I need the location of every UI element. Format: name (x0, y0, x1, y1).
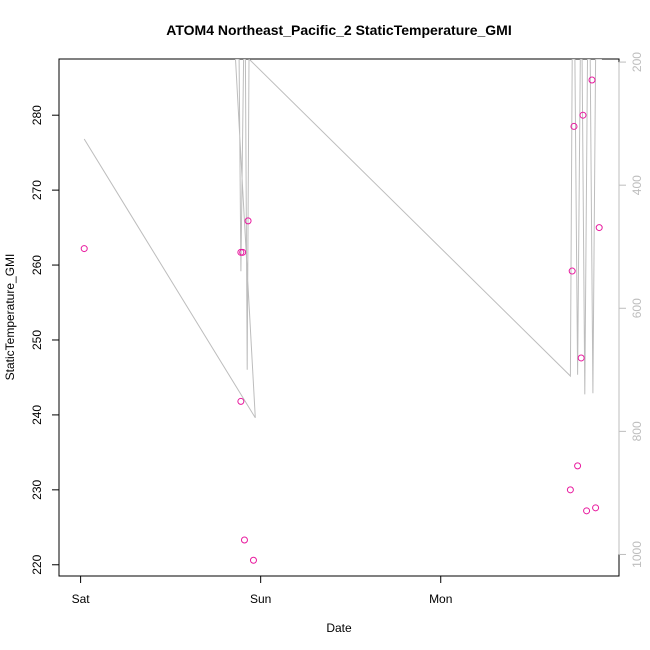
y-tick-label: 280 (30, 105, 44, 125)
data-point (568, 267, 576, 275)
data-point (595, 224, 603, 232)
x-tick-label: Mon (429, 592, 452, 606)
right-y-tick-label: 200 (630, 52, 644, 72)
x-axis-label: Date (326, 621, 352, 635)
plot-area (58, 58, 620, 577)
data-point (592, 504, 600, 512)
data-point (583, 507, 591, 515)
y-tick-label: 250 (30, 330, 44, 350)
right-y-tick-label: 400 (630, 175, 644, 195)
right-y-tick-label: 1000 (630, 541, 644, 568)
pressure-line-layer (83, 59, 602, 419)
pressure-line (83, 59, 602, 419)
right-y-tick-label: 800 (630, 421, 644, 441)
y-tick-label: 270 (30, 180, 44, 200)
x-tick-label: Sat (72, 592, 91, 606)
data-point (577, 354, 585, 362)
data-point (239, 248, 247, 256)
x-tick-label: Sun (250, 592, 271, 606)
y-tick-label: 220 (30, 554, 44, 574)
x-axis: Sat Sun Mon (72, 575, 452, 606)
data-point (237, 397, 245, 405)
right-y-axis: 200 400 600 800 1000 (618, 52, 644, 568)
y-tick-label: 240 (30, 405, 44, 425)
y-axis: 220 230 240 250 260 270 280 (30, 105, 60, 575)
y-tick-label: 260 (30, 255, 44, 275)
data-point (80, 245, 88, 253)
right-y-tick-label: 600 (630, 298, 644, 318)
chart-title: ATOM4 Northeast_Pacific_2 StaticTemperat… (166, 22, 511, 38)
data-point (244, 217, 252, 225)
y-axis-label: StaticTemperature_GMI (3, 254, 17, 381)
data-point (570, 122, 578, 130)
data-point (574, 462, 582, 470)
data-point (566, 486, 574, 494)
data-point (249, 556, 257, 564)
data-point (240, 536, 248, 544)
data-point (588, 76, 596, 84)
data-point (579, 111, 587, 119)
data-points-layer (80, 76, 603, 564)
y-tick-label: 230 (30, 480, 44, 500)
